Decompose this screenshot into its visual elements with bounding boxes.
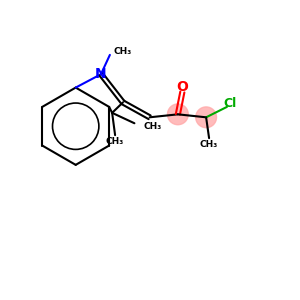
Text: N: N [95,67,107,81]
Text: CH₃: CH₃ [106,136,124,146]
Circle shape [167,104,188,125]
Text: CH₃: CH₃ [113,47,132,56]
Text: CH₃: CH₃ [200,140,218,148]
Text: CH₃: CH₃ [143,122,162,131]
Text: Cl: Cl [223,98,236,110]
Text: O: O [176,80,188,94]
Circle shape [196,107,217,128]
